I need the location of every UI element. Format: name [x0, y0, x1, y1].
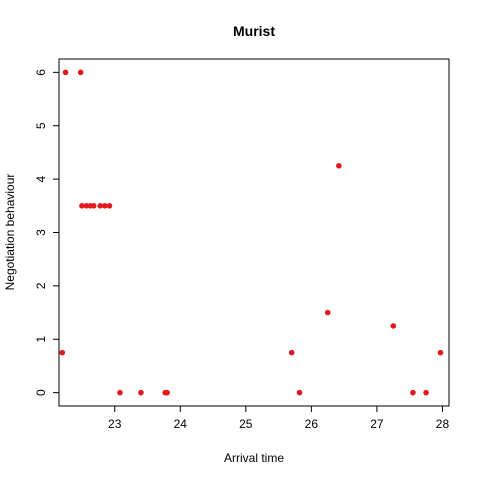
data-point [90, 203, 97, 209]
data-point [79, 203, 85, 209]
x-tick-label: 23 [108, 417, 122, 431]
y-tick-label: 2 [34, 282, 48, 289]
y-tick-label: 6 [34, 69, 48, 76]
data-point [296, 389, 303, 396]
x-tick-label: 25 [239, 417, 253, 431]
y-axis: 0 1 2 3 4 5 6 [34, 69, 59, 396]
data-point [83, 203, 90, 209]
data-point [106, 203, 113, 209]
x-tick-label: 27 [370, 417, 384, 431]
data-point [390, 323, 397, 329]
data-point [97, 203, 104, 209]
y-tick-label: 0 [34, 389, 48, 396]
data-point [59, 349, 66, 356]
x-tick-label: 28 [436, 417, 450, 431]
y-tick-label: 1 [34, 336, 48, 343]
data-point [423, 389, 429, 396]
data-point [102, 203, 108, 209]
data-points [59, 69, 444, 396]
data-point [324, 309, 331, 316]
y-tick-label: 4 [34, 175, 48, 182]
x-axis: 23 24 25 26 27 28 [108, 406, 449, 431]
plot-frame [58, 58, 450, 407]
x-axis-label: Arrival time [224, 451, 284, 465]
chart-title: Murist [233, 23, 275, 39]
data-point [62, 69, 69, 76]
x-tick-label: 24 [174, 417, 188, 431]
data-point [437, 349, 444, 356]
data-point [77, 69, 84, 76]
data-point [164, 389, 170, 396]
y-tick-label: 5 [34, 122, 48, 129]
x-tick-label: 26 [305, 417, 319, 431]
data-point [288, 349, 295, 356]
data-point [138, 389, 144, 396]
y-tick-label: 3 [34, 229, 48, 236]
y-axis-label: Negotiation behaviour [3, 174, 17, 291]
data-point [117, 389, 123, 396]
data-point [410, 389, 416, 396]
data-point [336, 162, 342, 169]
